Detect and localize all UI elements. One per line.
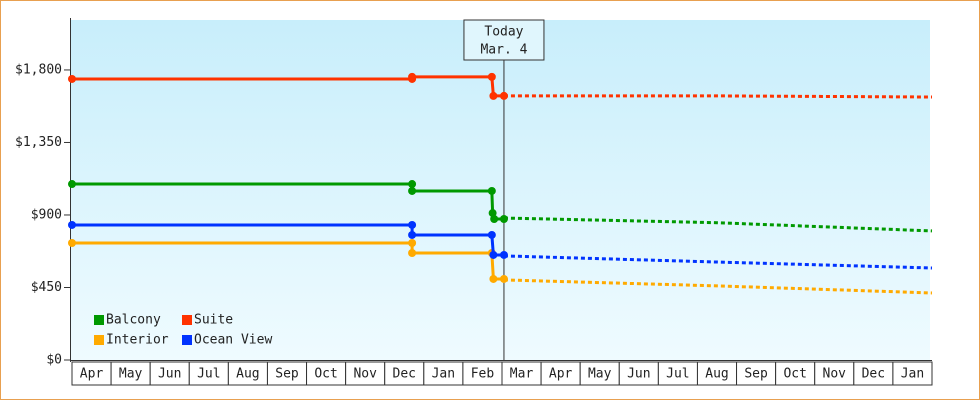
x-tick-label: Mar — [510, 367, 534, 382]
point — [68, 74, 76, 83]
x-tick-label: Feb — [471, 367, 495, 382]
x-tick-label: Jan — [901, 367, 924, 382]
legend-label: Interior — [106, 333, 169, 348]
y-tick-label: $900 — [31, 207, 62, 222]
point — [487, 72, 496, 81]
y-tick-label: $1,800 — [15, 62, 62, 77]
x-tick-label: Apr — [549, 367, 573, 382]
x-tick-label: Jun — [158, 367, 181, 382]
point — [489, 91, 498, 100]
point — [408, 239, 417, 248]
point — [499, 215, 508, 224]
point — [68, 220, 76, 229]
forecast-line — [503, 216, 933, 233]
point — [408, 230, 417, 239]
legend-swatch — [182, 315, 192, 325]
legend-swatch — [182, 335, 192, 345]
x-tick-label: Aug — [236, 367, 259, 382]
x-tick-label: Nov — [353, 367, 377, 382]
y-tick-label: $450 — [31, 280, 62, 295]
point — [489, 250, 498, 259]
x-tick-label: Jan — [432, 367, 455, 382]
x-tick-label: May — [588, 367, 612, 382]
x-tick-label: Jul — [197, 367, 220, 382]
x-tick-label: Dec — [393, 367, 416, 382]
point — [489, 274, 498, 283]
x-tick-label: May — [119, 367, 143, 382]
today-box — [463, 19, 545, 61]
forecast-line — [503, 278, 933, 295]
plot-area — [70, 20, 930, 360]
point — [68, 239, 76, 248]
today-date: Mar. 4 — [480, 43, 527, 58]
point — [499, 274, 508, 283]
today-label: Today — [484, 25, 523, 40]
legend-label: Ocean View — [194, 333, 272, 348]
x-tick-label: Aug — [705, 367, 728, 382]
x-tick-label: Nov — [823, 367, 847, 382]
legend-label: Balcony — [106, 313, 161, 328]
point — [408, 72, 417, 81]
x-tick-box — [892, 361, 933, 386]
point — [499, 250, 508, 259]
point — [68, 180, 76, 189]
point — [408, 186, 417, 195]
legend-label: Suite — [194, 313, 233, 328]
forecast-line — [503, 94, 933, 99]
point — [490, 215, 499, 224]
x-tick-label: Apr — [80, 367, 104, 382]
x-tick-label: Oct — [314, 367, 337, 382]
x-tick-label: Jul — [666, 367, 689, 382]
point — [487, 230, 496, 239]
x-tick-label: Dec — [862, 367, 885, 382]
point — [408, 220, 417, 229]
x-tick-label: Oct — [783, 367, 806, 382]
x-tick-label: Sep — [275, 367, 299, 382]
legend-swatch — [94, 315, 104, 325]
y-tick-label: $0 — [46, 353, 62, 368]
point — [499, 91, 508, 100]
point — [487, 186, 496, 195]
legend-swatch — [94, 335, 104, 345]
y-tick-label: $1,350 — [15, 135, 62, 150]
x-tick-label: Sep — [744, 367, 768, 382]
forecast-line — [503, 254, 933, 270]
point — [408, 249, 417, 258]
point — [408, 180, 417, 189]
x-tick-label: Jun — [627, 367, 650, 382]
